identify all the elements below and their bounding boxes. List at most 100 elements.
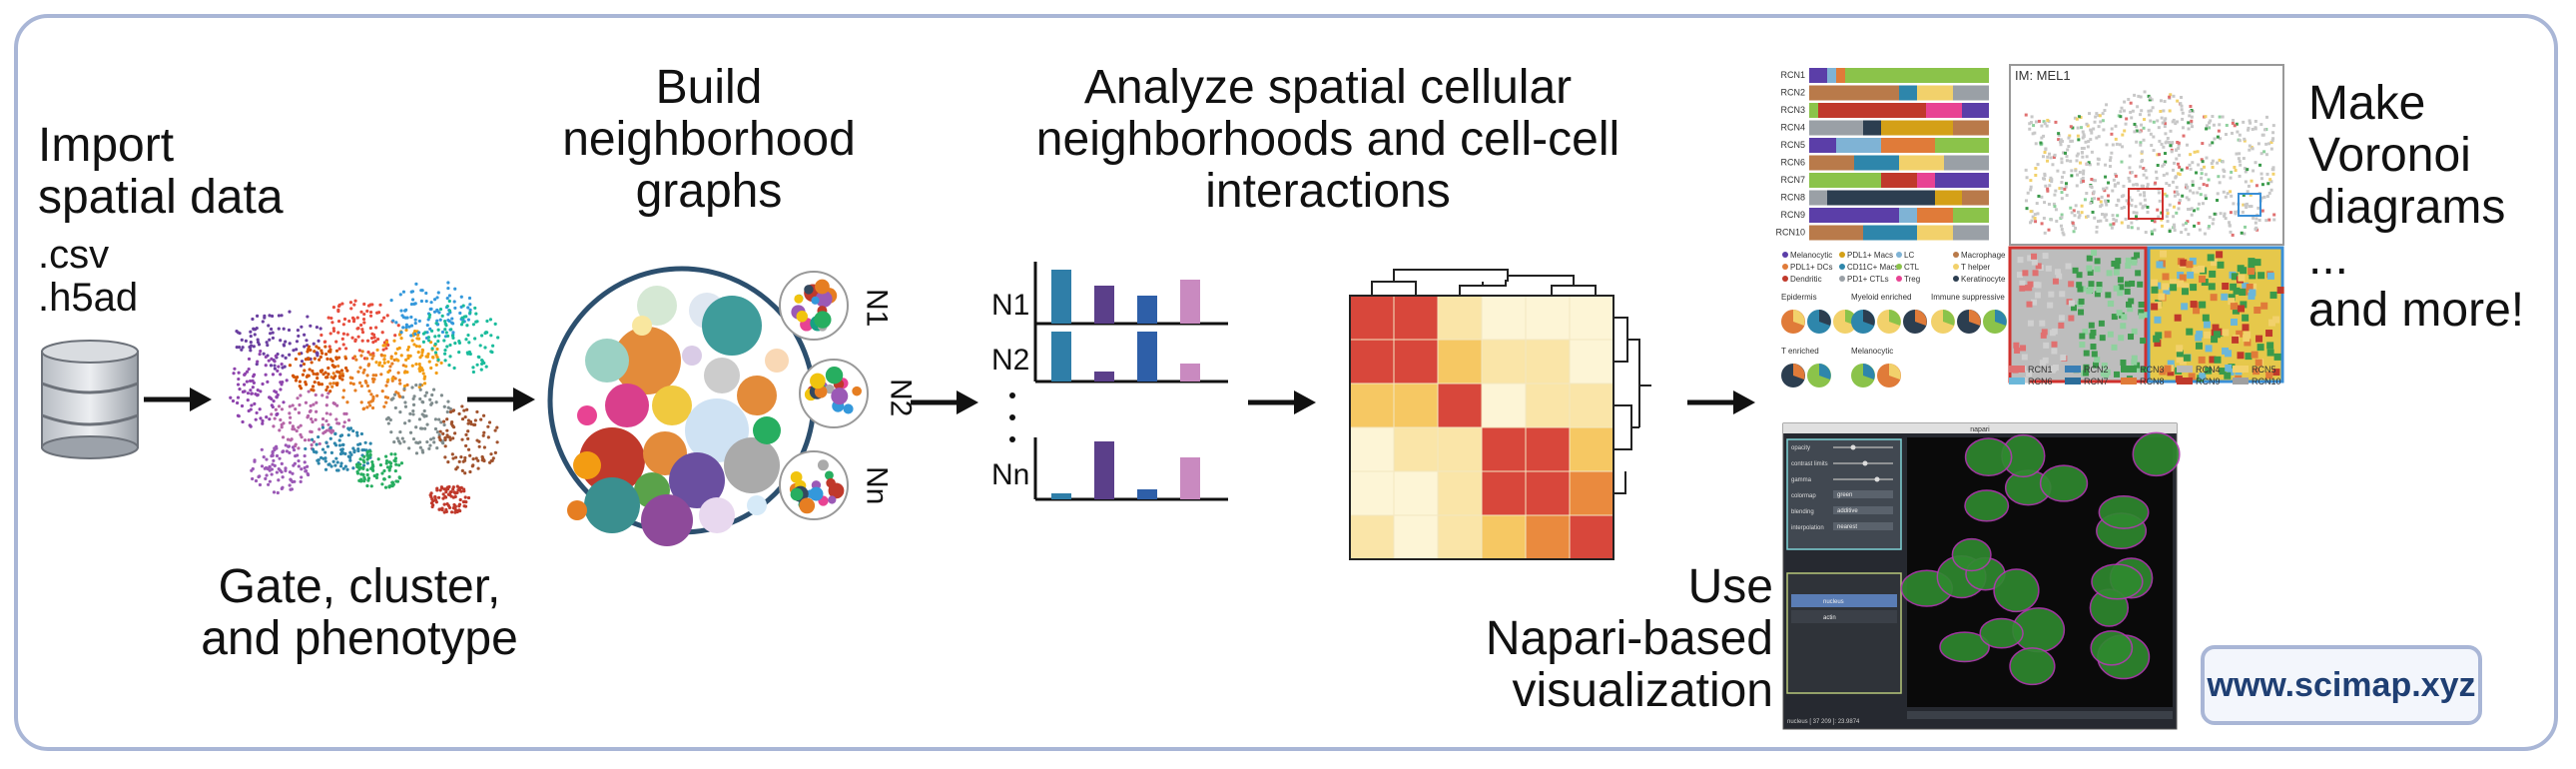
- nucleus-cell: [2091, 563, 2144, 600]
- mini-graph: [799, 359, 869, 428]
- voronoi-legend-item: RCN1: [2009, 365, 2053, 375]
- celltype-legend-label: PDL1+ Macs: [1847, 251, 1893, 260]
- voronoi-legend-label: RCN4: [2196, 365, 2221, 375]
- layer-list-panel: nucleus actin: [1786, 572, 1902, 694]
- analyze-title: Analyze spatial cellular neighborhoods a…: [1035, 61, 1620, 218]
- voronoi-diagram-panel: IM: MEL1: [2008, 64, 2284, 384]
- heatmap-border: [1349, 295, 1614, 560]
- heatmap-cell: [1481, 339, 1527, 384]
- layer-row: [1791, 594, 1897, 607]
- voronoi-legend-label: RCN3: [2140, 365, 2165, 375]
- nn-label: Nn: [860, 466, 894, 505]
- bar: [1094, 372, 1114, 382]
- heatmap-cell: [1481, 295, 1527, 341]
- heatmap-cell: [1525, 295, 1571, 341]
- cell-bubble: [724, 437, 780, 493]
- cell-bubble: [584, 477, 640, 533]
- control-dropdown-value: nearest: [1837, 524, 1857, 530]
- voronoi-legend-item: RCN2: [2065, 365, 2109, 375]
- cell-bubble: [585, 339, 629, 383]
- cluster-blob: [389, 281, 472, 341]
- heatmap-cell: [1349, 514, 1395, 560]
- bars-n2-label: N2: [991, 344, 1030, 377]
- voronoi-legend-label: RCN6: [2028, 377, 2053, 386]
- import-title: Import spatial data: [38, 119, 284, 224]
- pie-group-label: T enriched: [1781, 347, 1819, 356]
- pie-chart: [1851, 310, 1875, 334]
- rcn-row: RCN8: [1780, 190, 1989, 206]
- nucleus-cell: [1979, 617, 2024, 649]
- url-link[interactable]: www.scimap.xyz: [2201, 645, 2482, 725]
- import-formats: .csv .h5ad: [38, 233, 139, 321]
- cell-bubble: [573, 451, 601, 479]
- cluster-blob: [270, 389, 351, 450]
- arrow-import-to-gate: [144, 387, 212, 411]
- nucleus-cell: [2090, 630, 2134, 666]
- celltype-legend-label: Macrophage: [1961, 251, 2006, 260]
- napari-status: nucleus [ 37 209 ]: 23.9874: [1787, 719, 1860, 725]
- celltype-legend-item: CTL: [1896, 263, 1920, 272]
- rcn-row: RCN10: [1775, 225, 1989, 241]
- database-icon: [41, 340, 139, 459]
- celltype-legend-label: Melanocytic: [1790, 251, 1832, 260]
- cluster-blob: [328, 350, 409, 411]
- cluster-blob: [384, 383, 452, 455]
- cluster-blob: [374, 328, 443, 389]
- pie-chart: [1781, 364, 1805, 387]
- rcn-row-label: RCN2: [1780, 88, 1805, 98]
- pie-chart: [1781, 310, 1805, 334]
- heatmap-cell: [1437, 339, 1483, 384]
- celltype-legend-item: LC: [1896, 251, 1914, 260]
- control-dropdown-value: additive: [1837, 508, 1858, 514]
- voronoi-legend-item: RCN10: [2233, 377, 2281, 386]
- heatmap-cell: [1525, 514, 1571, 560]
- cluster-blob: [250, 443, 311, 495]
- voronoi-image-label: IM: MEL1: [2015, 68, 2071, 83]
- napari-canvas: [1900, 431, 2181, 707]
- arrow-build-to-analyze: [911, 390, 978, 414]
- bar: [1180, 280, 1200, 324]
- rcn-row-label: RCN9: [1780, 210, 1805, 220]
- bar: [1051, 270, 1071, 324]
- heatmap-cell: [1481, 383, 1527, 428]
- cluster-blob: [354, 449, 404, 489]
- cell-bubble: [753, 416, 781, 444]
- bar: [1180, 457, 1200, 499]
- use-title: Use Napari-based visualization: [1485, 560, 1773, 717]
- rcn-row-label: RCN8: [1780, 193, 1805, 203]
- heatmap-cell: [1525, 470, 1571, 516]
- control-dropdown: [1833, 522, 1893, 530]
- rcn-row: RCN3: [1780, 103, 1989, 118]
- heatmap-cell: [1481, 470, 1527, 516]
- cell-bubble: [747, 495, 767, 515]
- heatmap-cell: [1569, 295, 1614, 341]
- heatmap-cell: [1525, 339, 1571, 384]
- rcn-row: RCN9: [1780, 208, 1989, 223]
- control-label: colormap: [1791, 493, 1816, 499]
- bar: [1137, 489, 1157, 499]
- cell-bubble: [702, 296, 762, 356]
- gate-text: Gate, cluster, and phenotype: [201, 560, 518, 665]
- layer-row: [1791, 610, 1897, 623]
- arrow-gate-to-build: [467, 387, 535, 411]
- bar: [1137, 332, 1157, 382]
- control-dropdown: [1833, 490, 1893, 498]
- bar: [1094, 286, 1114, 324]
- bar: [1137, 296, 1157, 324]
- tissue-shape: [2024, 90, 2276, 237]
- celltype-legend-item: CD11C+ Macs: [1839, 263, 1899, 272]
- cluster-blob: [229, 349, 289, 428]
- cell-bubble: [567, 500, 587, 520]
- pie-group-label: Epidermis: [1781, 293, 1817, 302]
- voronoi-legend-item: RCN5: [2233, 365, 2276, 375]
- zoom-box-blue: [2238, 193, 2261, 217]
- heatmap-cell: [1393, 383, 1439, 428]
- celltype-legend-item: Dendritic: [1782, 275, 1822, 284]
- pie-chart: [1957, 310, 1981, 334]
- pie-chart: [1877, 364, 1901, 387]
- napari-title: napari: [1970, 426, 1990, 433]
- voronoi-legend-label: RCN8: [2140, 377, 2165, 386]
- cell-bubble: [669, 452, 725, 508]
- url-text[interactable]: www.scimap.xyz: [2207, 665, 2476, 704]
- heatmap-cell: [1569, 426, 1614, 472]
